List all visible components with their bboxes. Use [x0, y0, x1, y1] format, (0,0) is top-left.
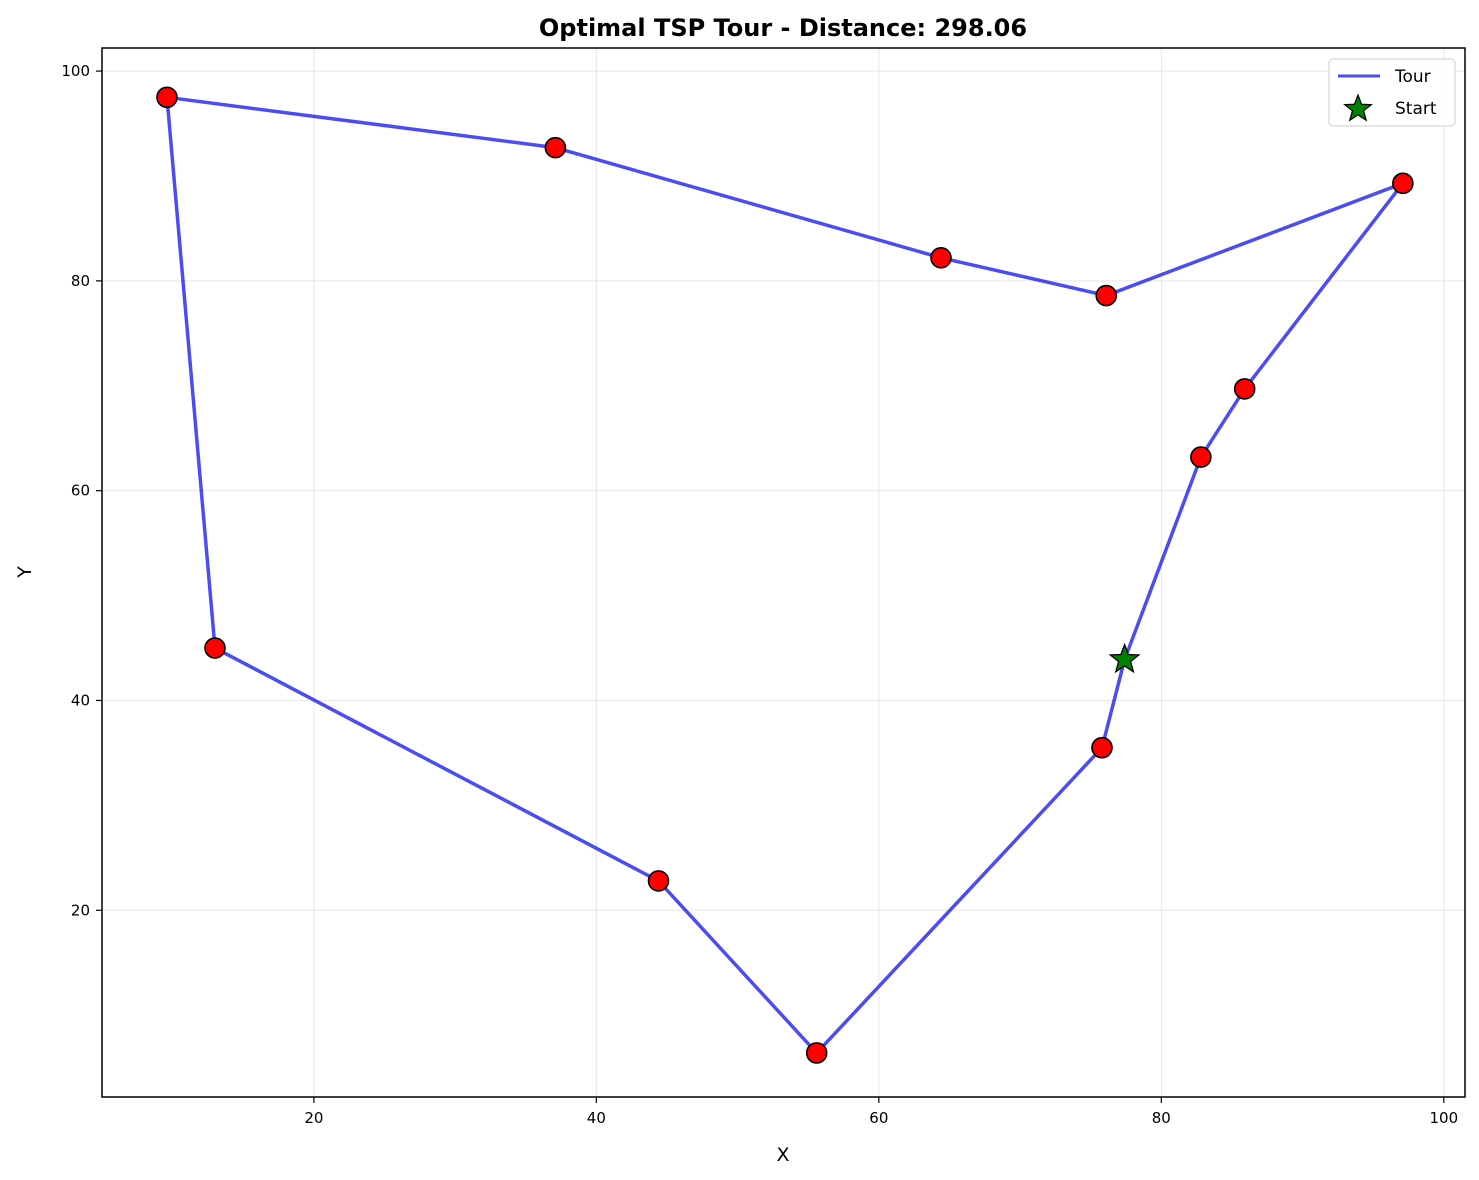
city-point	[1233, 378, 1256, 400]
legend-tour-label: Tour	[1394, 67, 1431, 87]
city-point	[1095, 284, 1118, 307]
start-marker-layer	[1108, 642, 1141, 674]
start-point	[1108, 642, 1141, 674]
legend-start-label: Start	[1395, 99, 1437, 119]
city-point	[647, 870, 670, 892]
x-axis-label: X	[776, 1144, 789, 1166]
axis-ticks: 20 40 60 80 100 20 40 60 80 100	[61, 62, 1458, 1127]
city-point	[1091, 736, 1113, 759]
legend: Tour Start	[1328, 58, 1456, 127]
plot-frame	[101, 47, 1466, 1098]
city-point	[204, 637, 226, 659]
y-tick-label: 80	[71, 272, 90, 290]
x-tick-label: 40	[587, 1109, 606, 1127]
city-point	[1392, 172, 1414, 195]
x-tick-label: 60	[869, 1109, 888, 1127]
grid-lines	[102, 48, 1465, 1097]
city-markers-layer	[156, 86, 1414, 1064]
y-tick-label: 60	[71, 482, 90, 500]
city-point	[930, 246, 952, 269]
x-tick-label: 80	[1152, 1109, 1171, 1127]
y-tick-label: 40	[71, 691, 90, 709]
x-tick-label: 20	[304, 1109, 323, 1127]
y-tick-label: 20	[71, 901, 90, 919]
legend-start-star-icon	[1343, 93, 1373, 122]
y-tick-label: 100	[61, 62, 90, 80]
city-point	[1190, 446, 1212, 468]
x-tick-label: 100	[1429, 1109, 1458, 1127]
city-point	[544, 136, 567, 159]
city-point	[805, 1042, 828, 1064]
tour-line-layer	[165, 95, 1405, 1055]
chart-title: Optimal TSP Tour - Distance: 298.06	[539, 14, 1027, 42]
city-point	[156, 86, 178, 109]
y-axis-label: Y	[14, 566, 36, 579]
tour-path	[165, 95, 1405, 1055]
